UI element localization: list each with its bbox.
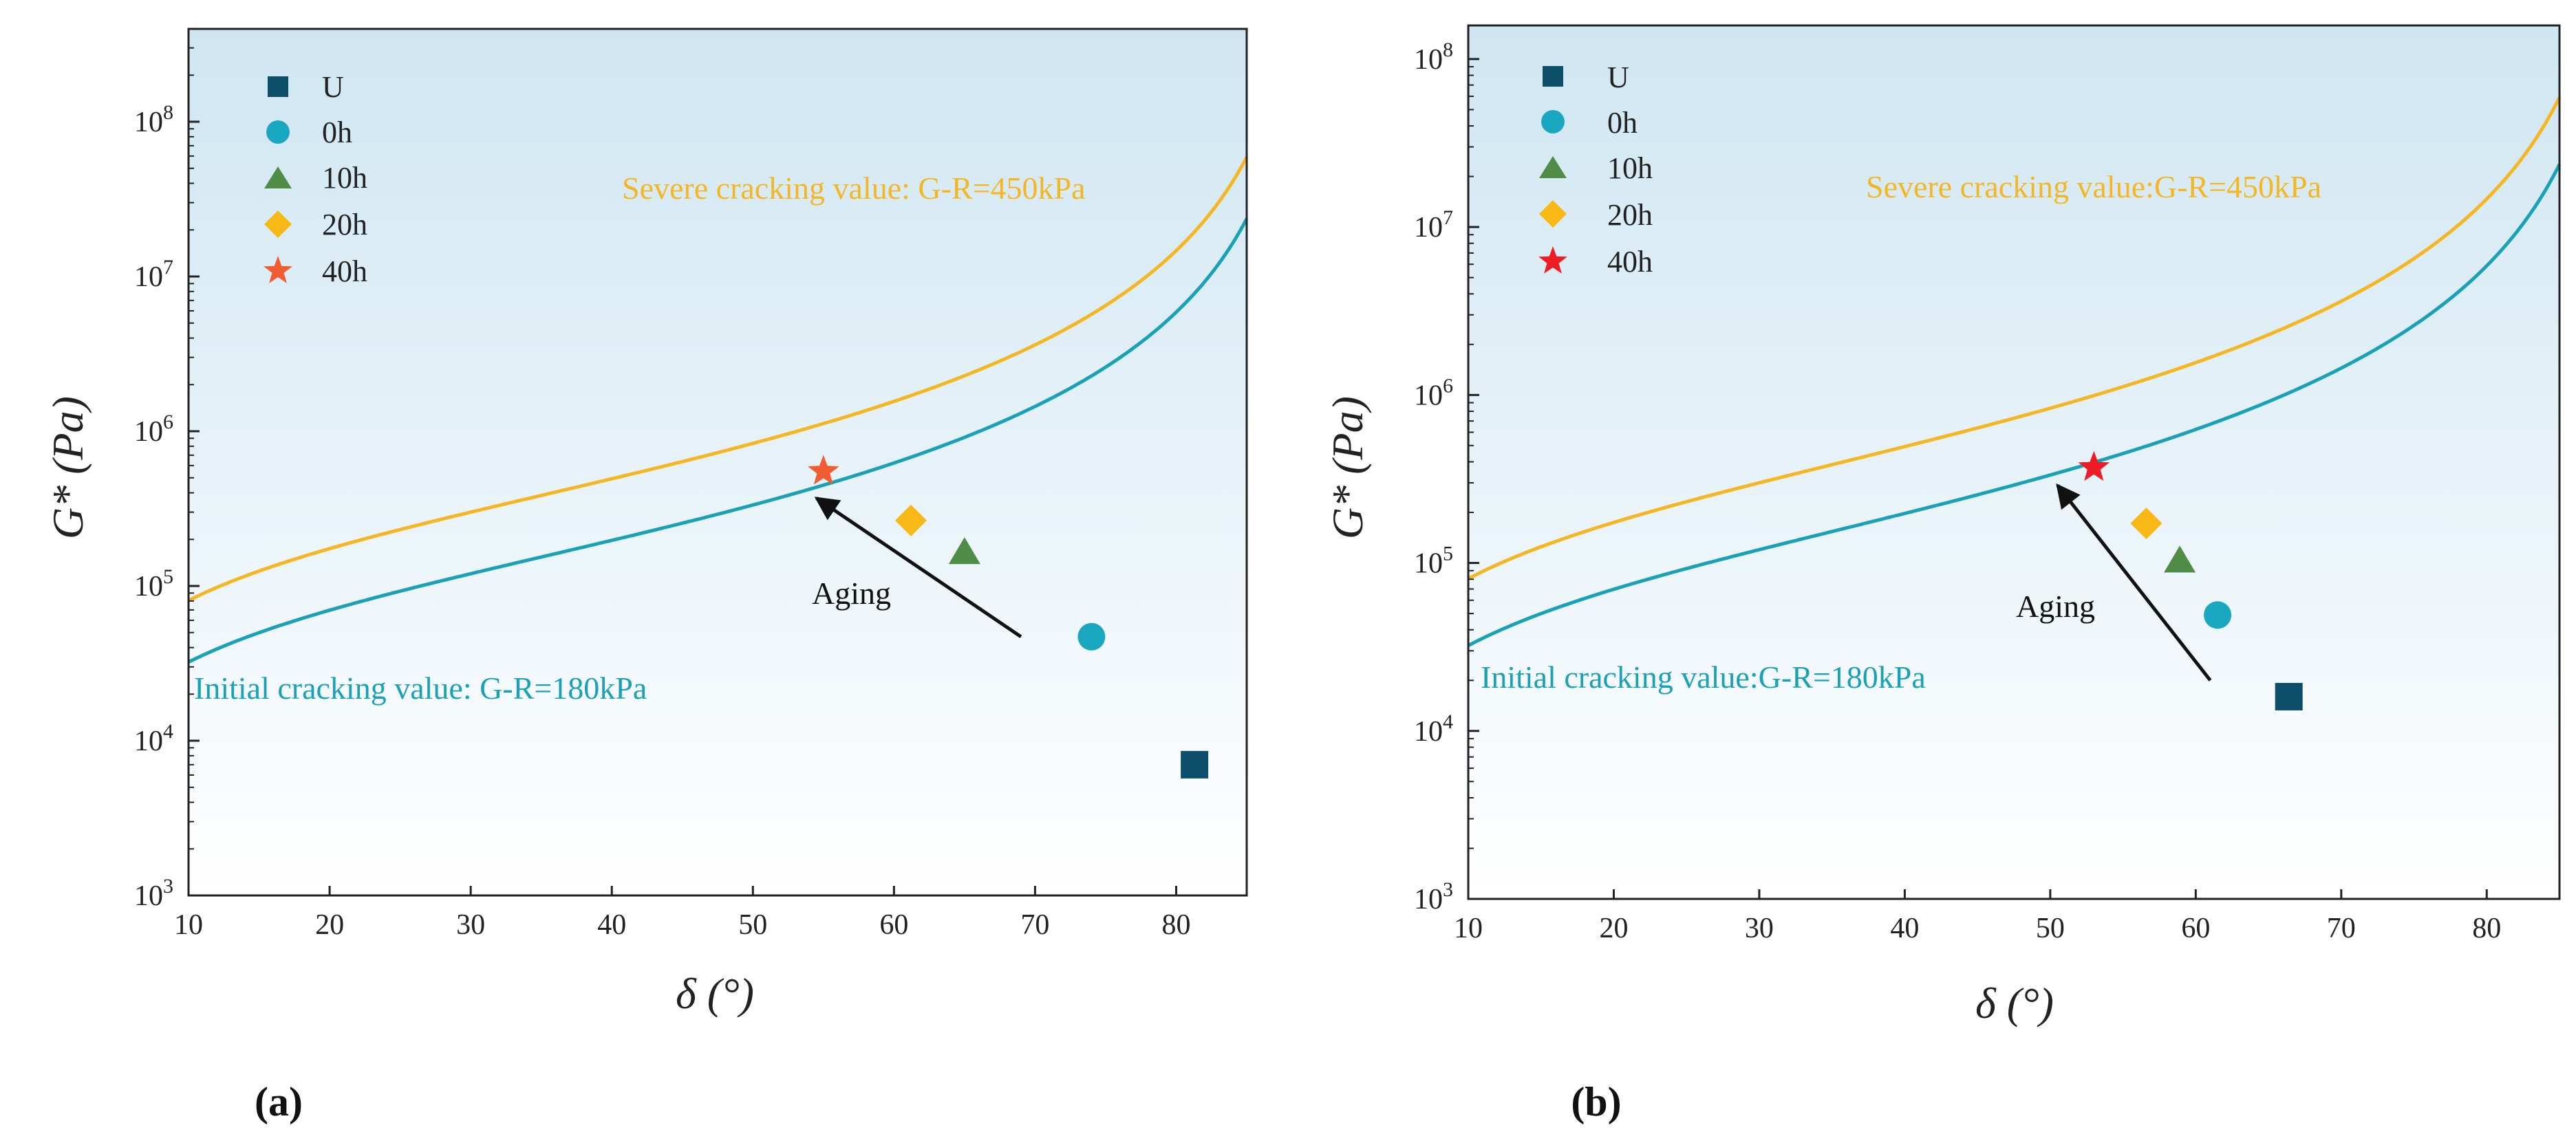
plot-area-a	[189, 29, 1247, 895]
legend-10h-label-a: 10h	[322, 161, 367, 195]
x-axis-title-a: δ (°)	[676, 969, 754, 1018]
point-10h-b	[2164, 545, 2196, 573]
y-tick-label-3-a: 103	[134, 875, 173, 912]
y-tick-label-6-b: 106	[1414, 374, 1453, 411]
point-40h-b	[2078, 450, 2110, 481]
legend-10h-label-b: 10h	[1607, 151, 1653, 185]
legend-u-marker-b	[1543, 66, 1563, 87]
legend-40h-label-a: 40h	[322, 254, 367, 288]
markers-a	[808, 455, 1209, 779]
aging-label-a: Aging	[812, 576, 891, 611]
legend-u-label-a: U	[322, 70, 344, 104]
severe-curve-label-a: Severe cracking value: G-R=450kPa	[622, 171, 1086, 206]
panel-a: 10 20 30 40 50 60 70 80 103 104 105 106 107 108 Sever…	[43, 28, 1249, 1124]
x-axis-title-b: δ (°)	[1975, 979, 2054, 1028]
legend-20h-label-a: 20h	[322, 208, 367, 241]
legend-0h-label-b: 0h	[1607, 106, 1638, 140]
initial-curve-a	[187, 217, 1249, 664]
curves-b	[1467, 96, 2562, 647]
legend-0h-marker-a	[266, 120, 290, 144]
legend-40h-marker-b	[1538, 246, 1567, 274]
legend-10h-marker-b	[1539, 156, 1567, 178]
x-tick-label-20-a: 20	[315, 909, 344, 941]
panel-b: 10 20 30 40 50 60 70 80 103 104 105 106 107 108 Sever…	[1323, 24, 2562, 1124]
legend-20h-marker-b	[1539, 200, 1567, 228]
x-tick-label-20-b: 20	[1599, 913, 1628, 944]
x-tick-label-60-b: 60	[2181, 913, 2210, 944]
y-tick-label-5-b: 105	[1414, 543, 1453, 580]
legend-10h-marker-a	[264, 166, 292, 188]
legend-20h-label-b: 20h	[1607, 198, 1653, 232]
x-tick-label-40-b: 40	[1890, 913, 1919, 944]
severe-curve-a	[187, 156, 1249, 602]
x-tick-label-40-a: 40	[597, 909, 626, 941]
y-tick-label-8-b: 108	[1414, 39, 1453, 76]
y-tick-label-7-b: 107	[1414, 206, 1453, 243]
initial-curve-label-b: Initial cracking value:G-R=180kPa	[1481, 660, 1926, 695]
y-axis-title-b: G* (Pa)	[1323, 396, 1372, 539]
plot-area-b	[1468, 25, 2559, 899]
x-tick-label-70-b: 70	[2327, 913, 2356, 944]
x-tick-label-80-b: 80	[2472, 913, 2501, 944]
x-tick-label-80-a: 80	[1161, 909, 1190, 941]
ticks-a: 10 20 30 40 50 60 70 80 103 104 105 106 107 108	[134, 47, 1190, 941]
plot-frame-a	[187, 28, 1248, 897]
aging-arrow-a	[814, 497, 1022, 638]
legend-20h-marker-a	[264, 210, 292, 238]
point-U-a	[1181, 750, 1209, 779]
panel-label-a: (a)	[255, 1079, 303, 1124]
point-10h-a	[948, 537, 980, 565]
x-tick-label-70-a: 70	[1020, 909, 1049, 941]
x-tick-label-50-a: 50	[738, 909, 767, 941]
y-tick-label-7-a: 107	[134, 256, 173, 293]
legend-40h-label-b: 40h	[1607, 245, 1653, 279]
aging-label-b: Aging	[2016, 589, 2095, 624]
y-tick-label-3-b: 103	[1414, 878, 1453, 915]
legend-u-marker-a	[268, 76, 288, 97]
point-0h-a	[1077, 622, 1106, 651]
legend-u-label-b: U	[1607, 61, 1629, 94]
ticks-b: 10 20 30 40 50 60 70 80 103 104 105 106 107 108	[1414, 39, 2501, 944]
y-axis-title-a: G* (Pa)	[43, 396, 92, 539]
point-20h-a	[894, 504, 927, 536]
markers-b	[2078, 450, 2303, 710]
aging-arrow-b	[2056, 483, 2212, 682]
x-tick-label-60-a: 60	[879, 909, 908, 941]
y-tick-label-4-b: 104	[1414, 710, 1453, 748]
x-tick-label-30-b: 30	[1745, 913, 1774, 944]
legend-a: U 0h 10h 20h 40h	[264, 70, 367, 288]
y-tick-label-5-a: 105	[134, 565, 173, 602]
x-tick-label-50-b: 50	[2036, 913, 2065, 944]
point-U-b	[2275, 682, 2303, 710]
curves-a	[187, 156, 1249, 664]
panel-label-b: (b)	[1571, 1079, 1621, 1124]
legend-0h-label-a: 0h	[322, 116, 352, 149]
y-tick-label-4-a: 104	[134, 720, 173, 757]
severe-curve-b	[1467, 96, 2562, 580]
x-tick-label-10-a: 10	[174, 909, 203, 941]
y-tick-label-6-a: 106	[134, 411, 173, 448]
initial-curve-label-a: Initial cracking value: G-R=180kPa	[194, 671, 647, 706]
point-0h-b	[2204, 601, 2232, 629]
point-40h-a	[808, 455, 839, 485]
y-tick-label-8-a: 108	[134, 101, 173, 138]
point-20h-b	[2130, 508, 2162, 540]
severe-curve-label-b: Severe cracking value:G-R=450kPa	[1866, 169, 2321, 204]
initial-curve-b	[1467, 163, 2562, 647]
legend-40h-marker-a	[264, 256, 292, 283]
x-tick-label-30-a: 30	[456, 909, 485, 941]
legend-0h-marker-b	[1541, 110, 1565, 133]
legend-b: U 0h 10h 20h 40h	[1538, 61, 1653, 279]
x-tick-label-10-b: 10	[1454, 913, 1483, 944]
